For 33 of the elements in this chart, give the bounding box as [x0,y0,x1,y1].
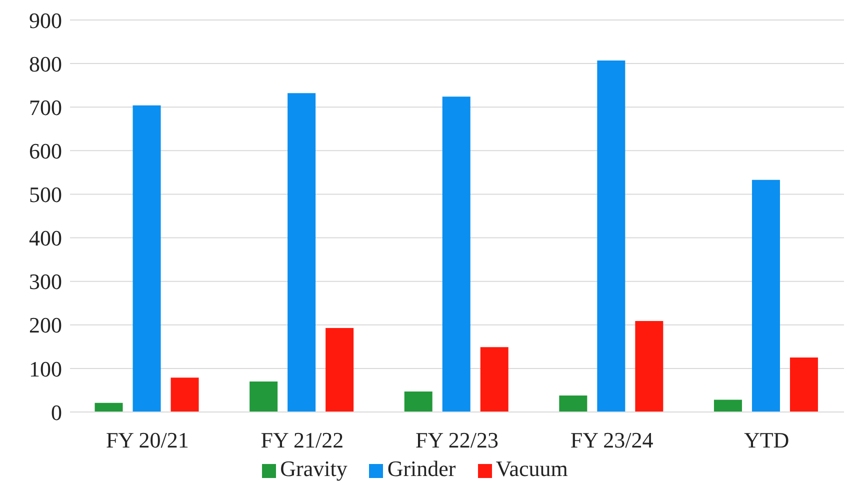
x-tick-label: YTD [744,428,790,453]
bar [714,400,742,412]
bar [752,180,780,412]
x-tick-label: FY 21/22 [260,428,344,453]
bar [480,347,508,412]
bar [170,378,199,412]
bar [790,358,818,412]
y-tick-label: 800 [29,51,62,76]
y-tick-label: 300 [29,269,62,294]
bar [250,382,278,412]
bar [559,395,588,412]
bar [326,328,354,412]
bar [404,392,432,412]
legend-label: Gravity [280,456,348,481]
bar [635,320,664,412]
bar [442,96,470,412]
y-tick-label: 200 [29,312,62,338]
x-tick-label: FY 20/21 [106,428,189,453]
y-tick-label: 500 [29,182,62,208]
y-tick-label: 900 [29,8,62,33]
y-tick-label: 0 [51,400,62,425]
bar [597,60,626,412]
y-tick-label: 700 [29,94,62,120]
legend-label: Grinder [387,456,456,481]
x-tick-label: FY 23/24 [570,428,654,453]
bar [288,93,316,412]
bar [132,105,161,412]
bar [94,402,123,412]
x-tick-label: FY 22/23 [416,428,498,453]
y-tick-label: 100 [29,356,62,382]
y-tick-label: 600 [29,138,62,164]
y-tick-label: 400 [29,226,62,251]
legend-label: Vacuum [496,456,568,481]
